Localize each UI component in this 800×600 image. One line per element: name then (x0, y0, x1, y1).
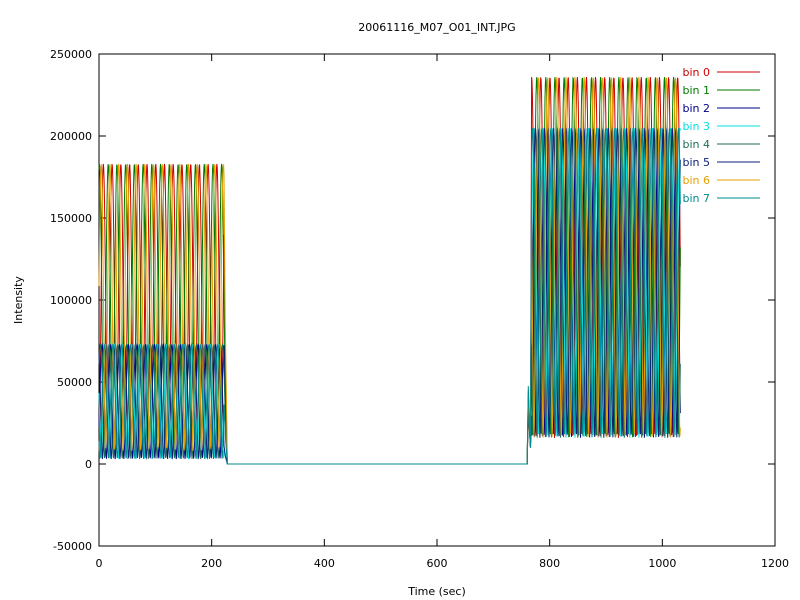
y-tick-label: 50000 (57, 376, 92, 389)
legend: bin 0 bin 1 bin 2 bin 3 bin 4 bin 5 bin 6 bin 7 (682, 66, 760, 205)
y-tick-label: -50000 (53, 540, 92, 553)
x-tick-label: 1200 (761, 557, 789, 570)
x-tick-label: 800 (539, 557, 560, 570)
y-axis-label: Intensity (12, 276, 25, 324)
y-axis: -50000 0 50000 100000 150000 200000 250000 (50, 48, 775, 553)
y-tick-label: 0 (85, 458, 92, 471)
legend-label: bin 3 (682, 120, 710, 133)
y-tick-label: 200000 (50, 130, 92, 143)
x-axis-label: Time (sec) (407, 585, 466, 598)
series-layer (98, 76, 681, 465)
series-line-bin-6 (98, 76, 681, 465)
x-axis: 0 200 400 600 800 1000 1200 (96, 54, 789, 570)
x-tick-label: 600 (427, 557, 448, 570)
series-line-bin-7 (98, 127, 681, 465)
legend-label: bin 0 (682, 66, 710, 79)
legend-label: bin 6 (682, 174, 710, 187)
legend-label: bin 1 (682, 84, 710, 97)
x-tick-label: 1000 (648, 557, 676, 570)
legend-label: bin 7 (682, 192, 710, 205)
y-tick-label: 100000 (50, 294, 92, 307)
x-tick-label: 400 (314, 557, 335, 570)
chart-title: 20061116_M07_O01_INT.JPG (358, 21, 515, 34)
legend-label: bin 5 (682, 156, 710, 169)
legend-label: bin 2 (682, 102, 710, 115)
y-tick-label: 150000 (50, 212, 92, 225)
x-tick-label: 200 (201, 557, 222, 570)
series-line-bin-4 (98, 127, 681, 465)
y-tick-label: 250000 (50, 48, 92, 61)
legend-label: bin 4 (682, 138, 710, 151)
x-tick-label: 0 (96, 557, 103, 570)
